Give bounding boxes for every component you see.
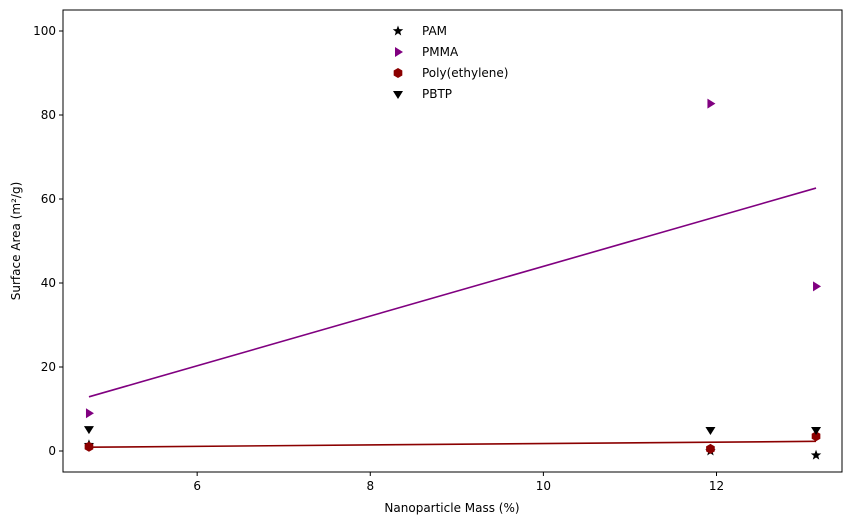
legend-label: PMMA: [422, 45, 459, 59]
point-pmma: [85, 408, 94, 419]
y-axis-label: Surface Area (m²/g): [9, 182, 23, 300]
x-axis-ticks: 6 8 10 12: [193, 472, 724, 493]
point-pbtp: [83, 426, 94, 435]
point-pmma: [813, 281, 822, 292]
point-pbtp: [705, 427, 716, 435]
point-pbtp: [811, 427, 822, 435]
plot-frame: [62, 9, 843, 473]
point-poly-ethylene: [84, 441, 94, 452]
point-pmma: [707, 98, 716, 109]
y-tick-label: 40: [41, 276, 56, 290]
x-axis-label: Nanoparticle Mass (%): [384, 501, 519, 515]
y-tick-label: 60: [41, 192, 56, 206]
legend-marker-poly-ethylene: [393, 68, 403, 78]
legend-item-pmma: PMMA: [395, 45, 459, 59]
plot-area: [63, 10, 842, 472]
legend-label: PBTP: [422, 87, 452, 101]
point-poly-ethylene: [706, 443, 715, 454]
trendline-poly-ethylene: [88, 440, 817, 449]
x-tick-label: 8: [366, 479, 374, 493]
point-pam: [810, 449, 822, 460]
x-tick-label: 10: [536, 479, 551, 493]
legend: PAM PMMA Poly(ethylene) PBTP: [392, 24, 508, 101]
legend-item-pam: PAM: [392, 24, 447, 38]
x-tick-label: 6: [193, 479, 201, 493]
y-tick-label: 80: [41, 108, 56, 122]
legend-item-poly-ethylene: Poly(ethylene): [393, 66, 508, 80]
data-point-layer: [83, 98, 822, 460]
y-tick-label: 0: [48, 444, 56, 458]
y-axis-ticks: 0 20 40 60 80 100: [33, 24, 63, 458]
legend-label: PAM: [422, 24, 447, 38]
legend-marker-pam: [392, 25, 404, 36]
legend-item-pbtp: PBTP: [393, 87, 452, 101]
legend-label: Poly(ethylene): [422, 66, 508, 80]
legend-marker-pmma: [395, 47, 403, 57]
trendline-layer: [88, 187, 817, 449]
x-tick-label: 12: [709, 479, 724, 493]
point-poly-ethylene: [811, 431, 821, 442]
y-tick-label: 100: [33, 24, 56, 38]
y-tick-label: 20: [41, 360, 56, 374]
trendline-pmma: [88, 187, 817, 398]
legend-marker-pbtp: [393, 91, 403, 99]
